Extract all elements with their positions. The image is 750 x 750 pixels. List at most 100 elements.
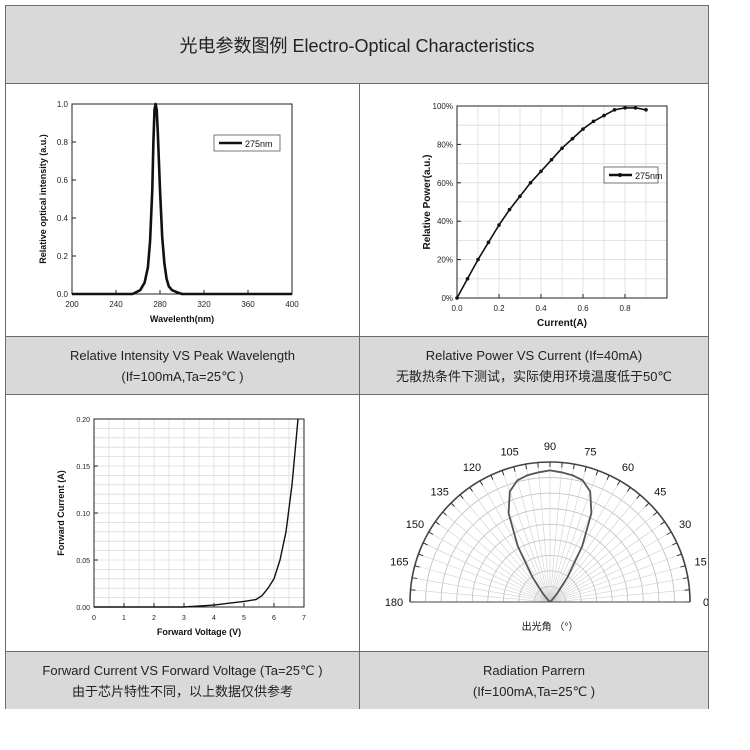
data-point (623, 106, 627, 110)
polar-tick (442, 511, 447, 516)
polar-tick (676, 553, 682, 557)
data-point (465, 277, 470, 281)
polar-spoke (459, 494, 551, 603)
x-tick-label: 2 (152, 615, 156, 622)
polar-spoke (490, 474, 551, 603)
polar-tick (490, 474, 494, 480)
data-point (486, 240, 491, 245)
polar-spoke (549, 553, 682, 603)
angle-label: 90 (544, 441, 556, 453)
polar-tick (645, 502, 650, 507)
polar-tick (459, 494, 464, 499)
angle-label: 105 (500, 446, 518, 458)
spectrum-chart: 200 240 280 320 360 400 0.0 0.2 0.4 0.6 0.8 1.0 Wave… (38, 100, 299, 324)
y-tick-label: 0.05 (76, 558, 90, 565)
caption-iv-line1: Forward Current VS Forward Voltage (Ta=2… (42, 662, 323, 678)
y-tick-label: 60% (437, 179, 453, 188)
angle-label: 15 (695, 557, 707, 569)
y-tick-label: 40% (437, 217, 453, 226)
data-point (612, 108, 617, 112)
row-divider-3 (6, 651, 708, 652)
y-tick-label: 0.8 (57, 138, 69, 147)
legend-label: 275nm (635, 171, 663, 181)
iv-curve-chart: 0 1 2 3 4 5 6 7 0.00 0.05 0.10 0.15 0.20 Forward Volt… (56, 417, 306, 637)
x-tick-label: 0.4 (535, 304, 547, 313)
polar-spoke (549, 480, 621, 603)
polar-tick (412, 577, 418, 580)
polar-spoke (549, 494, 641, 603)
polar-tick (595, 470, 599, 476)
data-point (455, 296, 459, 300)
y-tick-label: 1.0 (57, 100, 69, 109)
data-point (581, 127, 585, 131)
angle-label: 150 (406, 519, 424, 531)
plot-frame (71, 103, 293, 295)
column-divider (359, 83, 360, 709)
legend-label: 275nm (245, 139, 273, 149)
polar-tick (418, 553, 424, 557)
polar-tick (414, 565, 420, 568)
angle-label: 120 (463, 462, 481, 474)
x-tick-label: 400 (285, 300, 299, 309)
data-point (560, 146, 564, 151)
series-line (72, 102, 292, 296)
polar-spoke (450, 502, 551, 603)
y-tick-label: 0.0 (57, 290, 69, 299)
caption-iv-line2: 由于芯片特性不同，以上数据仅供参考 (71, 683, 293, 699)
y-tick-label: 100% (433, 102, 453, 111)
series-line (94, 418, 299, 608)
grid-lines (457, 106, 667, 298)
x-tick-label: 0.8 (619, 304, 631, 313)
polar-tick (572, 464, 575, 470)
x-axis-label: Forward Voltage (V) (157, 627, 241, 637)
angle-label: 75 (584, 446, 596, 458)
data-point (570, 136, 575, 141)
polar-tick (636, 494, 641, 499)
polar-tick (680, 565, 686, 568)
polar-tick (469, 487, 473, 492)
y-tick-label: 0.15 (76, 464, 90, 471)
polar-spoke (422, 542, 551, 603)
x-tick-label: 6 (272, 615, 276, 622)
polar-spoke (435, 521, 551, 603)
caption-power: Relative Power VS Current (If=40mA) 无散热条… (360, 337, 708, 394)
x-tick-label: 200 (65, 300, 79, 309)
x-tick-label: 1 (122, 615, 126, 622)
polar-spoke (428, 531, 551, 603)
data-point (507, 207, 512, 212)
angle-label: 30 (679, 519, 691, 531)
polar-tick (660, 521, 665, 525)
x-tick-label: 360 (241, 300, 255, 309)
x-tick-label: 0.0 (451, 304, 463, 313)
angle-axis-label: 出光角 （°） (522, 620, 579, 633)
polar-spoke (549, 577, 688, 603)
radiation-pattern-chart: 0 15 30 45 60 75 90 105 120 135 150 165 180 出光角 （°） (385, 441, 708, 633)
caption-iv: Forward Current VS Forward Voltage (Ta=2… (6, 652, 359, 709)
data-point (539, 169, 543, 174)
polar-spoke (549, 565, 686, 603)
y-tick-label: 0.4 (57, 214, 69, 223)
legend-marker (618, 173, 622, 177)
x-tick-label: 240 (109, 300, 123, 309)
polar-spoke (549, 474, 610, 603)
polar-tick (435, 521, 440, 525)
polar-spoke (549, 531, 672, 603)
y-tick-label: 0.20 (76, 417, 90, 424)
data-point (528, 181, 533, 185)
polar-tick (422, 542, 428, 546)
caption-radiation: Radiation Parrern (If=100mA,Ta=25℃ ) (360, 652, 708, 709)
y-axis-label: Relative optical intensity (a.u.) (38, 134, 48, 264)
polar-tick (428, 531, 434, 535)
polar-spoke (479, 480, 551, 603)
polar-spoke (549, 464, 575, 603)
angle-label: 135 (431, 487, 449, 499)
data-point (644, 108, 648, 112)
plot-frame (456, 105, 668, 299)
polar-spoke (549, 589, 690, 603)
polar-tick (682, 577, 688, 580)
y-axis-label: Forward Current (A) (56, 470, 66, 556)
series-line (456, 107, 647, 299)
polar-spoke (513, 466, 551, 603)
y-axis-label: Relative Power(a.u.) (422, 154, 433, 249)
x-tick-label: 4 (212, 615, 216, 622)
